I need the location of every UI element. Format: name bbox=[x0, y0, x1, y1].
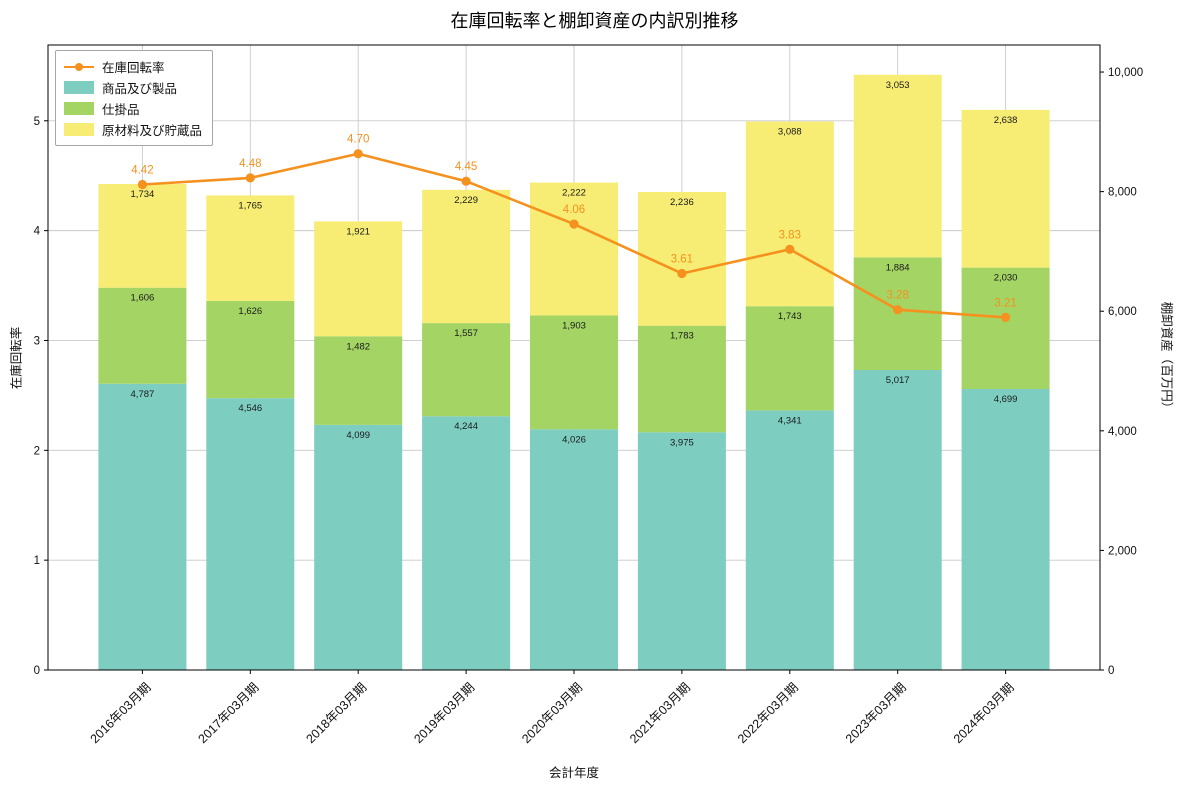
svg-text:2022年03月期: 2022年03月期 bbox=[735, 680, 801, 746]
bar-swatch-icon bbox=[64, 123, 94, 136]
svg-text:1,734: 1,734 bbox=[131, 189, 155, 200]
svg-text:4,000: 4,000 bbox=[1108, 426, 1137, 438]
svg-text:1,743: 1,743 bbox=[778, 311, 802, 322]
svg-text:2,222: 2,222 bbox=[562, 188, 586, 199]
svg-text:2024年03月期: 2024年03月期 bbox=[951, 680, 1017, 746]
svg-text:4.06: 4.06 bbox=[563, 204, 585, 216]
svg-text:2,236: 2,236 bbox=[670, 197, 694, 208]
legend-item-bar-1: 仕掛品 bbox=[64, 98, 202, 119]
svg-text:4,244: 4,244 bbox=[454, 421, 478, 432]
svg-text:2017年03月期: 2017年03月期 bbox=[196, 680, 262, 746]
x-axis-label: 会計年度 bbox=[548, 766, 599, 780]
svg-text:4,787: 4,787 bbox=[131, 389, 155, 400]
svg-text:1,884: 1,884 bbox=[886, 262, 910, 273]
svg-text:2,030: 2,030 bbox=[994, 273, 1018, 284]
svg-text:1,606: 1,606 bbox=[131, 293, 155, 304]
svg-text:3: 3 bbox=[34, 335, 40, 347]
svg-text:5: 5 bbox=[34, 116, 40, 128]
svg-text:1,557: 1,557 bbox=[454, 328, 478, 339]
svg-text:4,699: 4,699 bbox=[994, 394, 1018, 405]
svg-text:0: 0 bbox=[34, 665, 40, 677]
svg-text:3.21: 3.21 bbox=[994, 297, 1016, 309]
svg-text:2: 2 bbox=[34, 445, 40, 457]
svg-text:2016年03月期: 2016年03月期 bbox=[88, 680, 154, 746]
chart-title: 在庫回転率と棚卸資産の内訳別推移 bbox=[450, 11, 739, 31]
svg-text:2019年03月期: 2019年03月期 bbox=[411, 680, 477, 746]
svg-text:4.70: 4.70 bbox=[347, 134, 369, 146]
svg-text:4,099: 4,099 bbox=[346, 430, 370, 441]
left-axis-label: 在庫回転率 bbox=[9, 326, 24, 390]
svg-text:2,000: 2,000 bbox=[1108, 545, 1137, 557]
svg-text:3.83: 3.83 bbox=[779, 229, 801, 241]
legend-label-bar-0: 商品及び製品 bbox=[102, 82, 178, 96]
svg-text:2018年03月期: 2018年03月期 bbox=[303, 680, 369, 746]
svg-text:2021年03月期: 2021年03月期 bbox=[627, 680, 693, 746]
svg-text:3,088: 3,088 bbox=[778, 127, 802, 138]
svg-text:4.42: 4.42 bbox=[131, 164, 153, 176]
svg-text:1,903: 1,903 bbox=[562, 320, 586, 331]
svg-text:1: 1 bbox=[34, 555, 40, 567]
svg-text:4: 4 bbox=[34, 226, 41, 238]
svg-text:1,765: 1,765 bbox=[238, 200, 262, 211]
svg-text:10,000: 10,000 bbox=[1108, 67, 1143, 79]
legend-label-line: 在庫回転率 bbox=[102, 61, 165, 75]
svg-text:4,026: 4,026 bbox=[562, 434, 586, 445]
legend: 在庫回転率 商品及び製品 仕掛品 原材料及び貯蔵品 bbox=[55, 50, 214, 146]
svg-text:1,783: 1,783 bbox=[670, 331, 694, 342]
legend-item-bar-2: 原材料及び貯蔵品 bbox=[64, 119, 202, 140]
svg-text:3.28: 3.28 bbox=[886, 290, 908, 302]
line-swatch-icon bbox=[64, 60, 94, 73]
svg-text:2,638: 2,638 bbox=[994, 115, 1018, 126]
svg-text:3,975: 3,975 bbox=[670, 437, 694, 448]
svg-text:2023年03月期: 2023年03月期 bbox=[843, 680, 909, 746]
svg-text:0: 0 bbox=[1108, 665, 1114, 677]
right-axis-label: 棚卸資産（百万円） bbox=[1159, 301, 1174, 415]
svg-text:6,000: 6,000 bbox=[1108, 306, 1137, 318]
svg-text:4,546: 4,546 bbox=[238, 403, 262, 414]
svg-text:5,017: 5,017 bbox=[886, 375, 910, 386]
svg-text:1,626: 1,626 bbox=[238, 306, 262, 317]
bar-swatch-icon bbox=[64, 81, 94, 94]
svg-text:1,921: 1,921 bbox=[346, 226, 370, 237]
legend-label-bar-1: 仕掛品 bbox=[102, 103, 140, 117]
svg-text:8,000: 8,000 bbox=[1108, 187, 1137, 199]
svg-text:4.45: 4.45 bbox=[455, 161, 477, 173]
svg-text:4.48: 4.48 bbox=[239, 158, 261, 170]
bar-swatch-icon bbox=[64, 102, 94, 115]
svg-text:2020年03月期: 2020年03月期 bbox=[519, 680, 585, 746]
legend-label-bar-2: 原材料及び貯蔵品 bbox=[102, 124, 203, 138]
svg-text:4,341: 4,341 bbox=[778, 415, 802, 426]
svg-text:1,482: 1,482 bbox=[346, 341, 370, 352]
legend-item-bar-0: 商品及び製品 bbox=[64, 77, 202, 98]
svg-text:3,053: 3,053 bbox=[886, 80, 910, 91]
svg-text:3.61: 3.61 bbox=[671, 253, 693, 265]
svg-text:2,229: 2,229 bbox=[454, 195, 478, 206]
legend-item-line: 在庫回転率 bbox=[64, 56, 202, 77]
